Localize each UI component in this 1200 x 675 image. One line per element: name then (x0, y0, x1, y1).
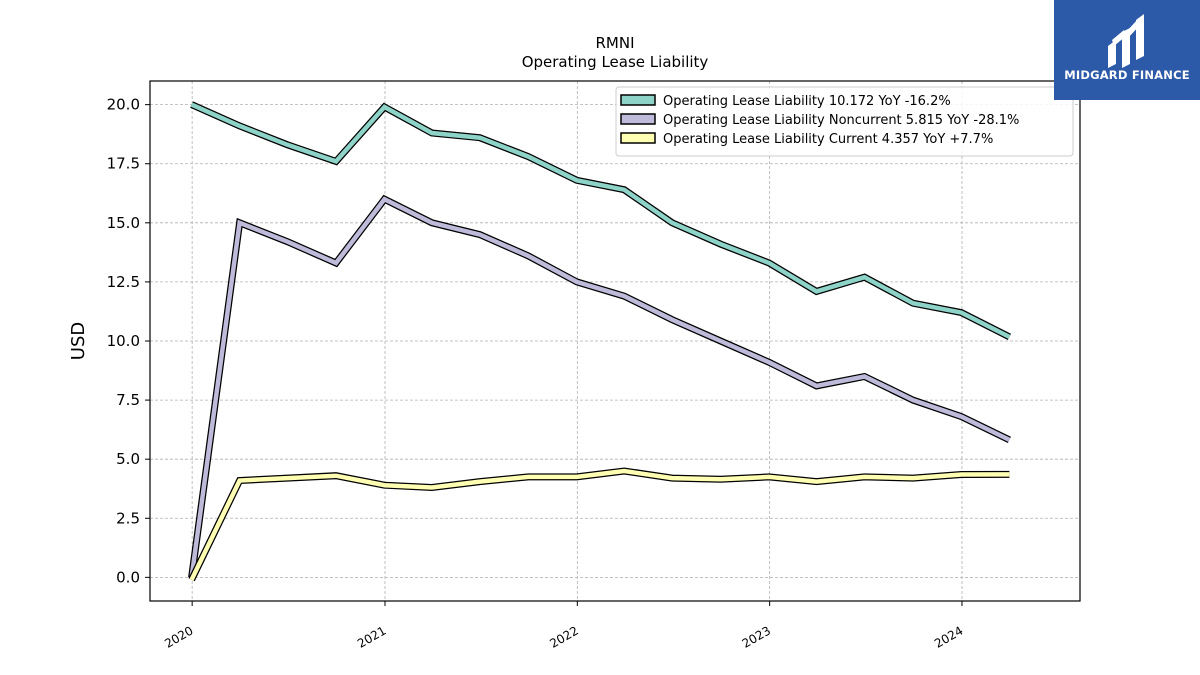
series-line (189, 468, 1010, 581)
grid (150, 81, 1080, 601)
legend-frame (615, 86, 1074, 157)
x-tick-label: 2021 (355, 623, 388, 650)
logo-text: MIDGARD FINANCE (1064, 68, 1190, 82)
y-tick-label: 15.0 (107, 214, 140, 232)
y-tick-label: 20.0 (107, 96, 140, 114)
legend-swatch (620, 132, 656, 144)
y-tick-label: 2.5 (116, 509, 140, 527)
legend-label: Operating Lease Liability 10.172 YoY -16… (663, 94, 951, 109)
series-line-outline (188, 467, 1010, 582)
legend: Operating Lease Liability 10.172 YoY -16… (615, 86, 1074, 157)
logo-mark-icon (1108, 14, 1144, 68)
y-axis-label: USD (68, 322, 89, 360)
series-line (189, 196, 1011, 578)
series-1 (190, 101, 1011, 341)
y-axis: 0.0 2.5 5.0 7.5 10.0 12.5 15.0 17.5 20.0 (107, 96, 150, 586)
x-tick-label: 2023 (740, 623, 773, 650)
y-tick-label: 17.5 (107, 155, 140, 173)
brand-logo: MIDGARD FINANCE (1054, 0, 1200, 100)
legend-label: Operating Lease Liability Current 4.357 … (663, 132, 993, 147)
legend-label: Operating Lease Liability Noncurrent 5.8… (663, 113, 1019, 128)
series-line (190, 102, 1011, 339)
y-tick-label: 0.0 (116, 568, 140, 586)
y-tick-label: 5.0 (116, 450, 140, 468)
x-tick-label: 2022 (547, 623, 580, 650)
series-3 (188, 467, 1010, 582)
x-tick-label: 2024 (932, 623, 965, 650)
y-tick-label: 7.5 (116, 391, 140, 409)
legend-swatch (620, 94, 656, 106)
x-tick-label: 2020 (162, 623, 195, 650)
chart-subtitle: Operating Lease Liability (522, 53, 709, 71)
legend-swatch (620, 113, 656, 125)
y-tick-label: 10.0 (107, 332, 140, 350)
series-layer (188, 101, 1011, 582)
y-tick-label: 12.5 (107, 273, 140, 291)
series-2 (188, 194, 1011, 578)
chart-title: RMNI (595, 34, 634, 52)
x-axis: 2020 2021 2022 2023 2024 (162, 601, 965, 651)
